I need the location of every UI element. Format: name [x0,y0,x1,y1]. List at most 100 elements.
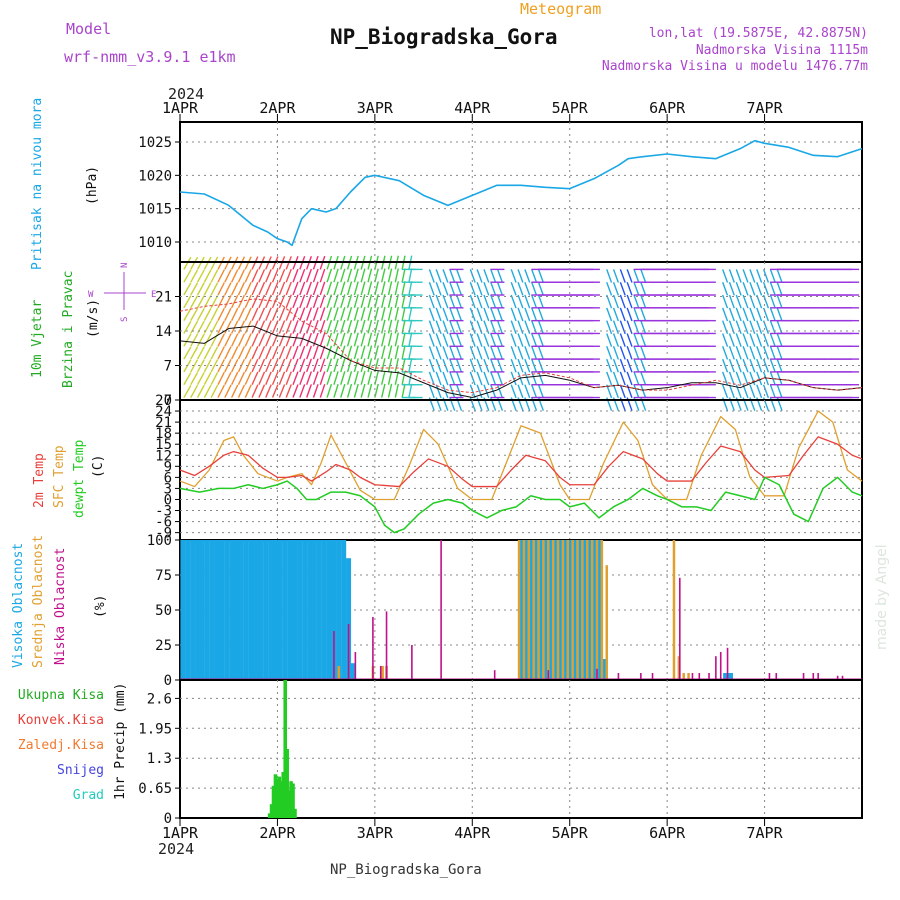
high-cloud-bar [238,540,244,679]
high-cloud-bar [190,540,196,679]
high-cloud-bar [297,540,303,679]
wind-barb [217,256,225,270]
wind-barb [728,269,735,283]
wind-barb [244,269,252,283]
wind-unit: (m/s) [86,299,101,338]
wind-barb [524,281,531,296]
mid-cloud-bar [561,540,565,679]
wind-barb [626,333,633,347]
wind-barb [278,384,286,398]
low-cloud-bar [640,673,642,679]
wind-barb [203,384,212,398]
pressure-unit: (hPa) [85,166,100,205]
wind-barb [231,333,239,347]
wind-barb [305,268,313,283]
wind-barb [237,282,246,296]
precip-bar [285,749,289,818]
wind-barb [333,281,339,296]
low-cloud-bar [719,652,722,679]
wind-barb [251,294,259,309]
wind-barb [380,345,386,360]
wind-barb [490,333,497,347]
wind-barb [749,320,756,335]
high-cloud-bar [311,540,317,679]
wind-barb [496,269,504,283]
wind-barb [606,384,613,399]
wind-barb [606,346,613,360]
mid-cloud-bar [605,565,608,679]
wind-barb [312,371,319,385]
cloud-ytick-label: 25 [155,638,172,654]
wind-barb [435,333,442,347]
wind-barb [305,358,313,373]
bottom-date-label: 6APR [649,824,686,842]
cloud-ytick-label: 100 [147,533,172,549]
wind-barb [640,320,647,335]
wind-barb [517,384,524,399]
wind-barb [449,371,456,386]
precip-bar [271,785,276,818]
wind-barb [251,384,259,398]
wind-barb [537,346,544,360]
wind-barb [380,319,386,334]
wind-barb [258,269,266,283]
legend-total-rain: Ukupna Kisa [18,688,104,703]
wind-barb [408,358,413,373]
precip-frame [179,679,863,819]
wind-barb [722,294,729,309]
high-cloud-bar [282,540,288,679]
wind-barb [292,281,299,296]
wind-barb [346,281,353,296]
wind-barb [456,281,463,296]
wind-barb [326,345,333,360]
precip-bar [275,778,280,818]
wind-barb [333,332,339,347]
wind-barb [537,333,544,347]
wind-barb [510,320,517,335]
wind-barb [756,320,763,335]
wind-barb [374,332,379,347]
wind-barb [483,320,490,335]
wind-barb [319,307,326,321]
temperature-ytick-label: -9 [155,526,172,542]
wind-barb [387,332,393,347]
low-cloud-bar [802,673,805,679]
compass-north: N [120,263,130,268]
wind-barb [292,307,299,321]
wind-barb [728,294,735,309]
wind-barb [380,383,386,398]
wind-barb [360,281,366,296]
wind-barb [312,294,319,309]
wind-barb [442,333,449,347]
mid-cloud-bar [527,540,531,679]
precip-bar [293,808,297,818]
temperature-ytick-label: 24 [155,404,172,420]
wind-barb [251,281,259,296]
wind-barb [326,307,333,321]
wind-barb [524,358,531,373]
wind-barb [244,282,252,296]
wind-barb [769,269,776,283]
high-cloud-bar [287,540,293,679]
wind-barb [435,294,442,309]
wind-barb [612,307,620,322]
wind-barb [196,372,205,386]
wind-barb [203,256,212,270]
wind-barb [490,294,497,309]
high-cloud-bar [258,540,264,679]
wind-barb [353,371,359,385]
wind-barb [776,269,783,283]
wind-barb [742,281,749,296]
wind-barb [217,307,225,321]
wind-barb [292,345,299,360]
bottom-date-label: 3APR [357,824,394,842]
low-cloud-bar [775,673,778,679]
wind-barb [640,346,647,360]
temperature-ytick-label: 9 [164,459,172,475]
wind-barb [380,370,386,385]
wind-barb [346,307,353,321]
wind-barb [517,320,524,335]
wind-barb [258,384,266,398]
wind-barb [762,269,770,283]
